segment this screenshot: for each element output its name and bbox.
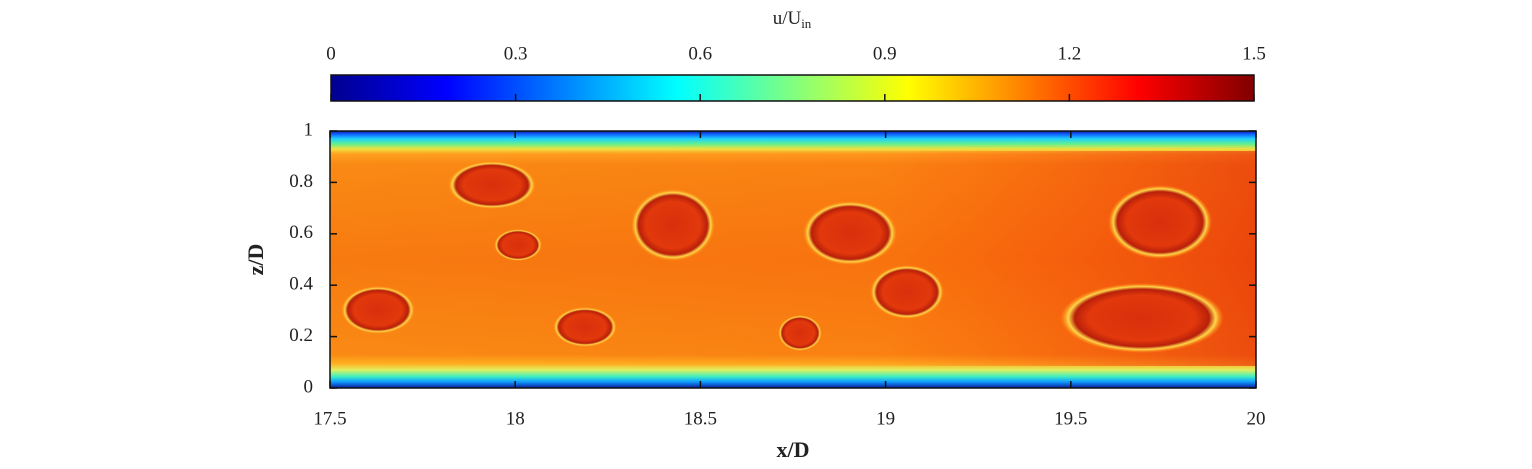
- bubble: [1108, 185, 1212, 259]
- x-tick-label: 18.5: [684, 408, 717, 429]
- bubble: [341, 286, 415, 334]
- bubble: [448, 161, 536, 209]
- bubbles: [341, 161, 1224, 353]
- bubble: [870, 265, 944, 319]
- y-tick-label: 0: [304, 376, 314, 397]
- y-tick-label: 0.8: [289, 171, 313, 192]
- colorbar-tick-label: 1.2: [1058, 43, 1082, 64]
- y-tick-label: 0.4: [289, 274, 313, 295]
- bubble: [494, 229, 542, 261]
- bubble: [631, 189, 715, 261]
- x-tick-label: 17.5: [313, 408, 346, 429]
- bubble: [778, 315, 822, 351]
- x-axis-label: x/D: [777, 437, 810, 462]
- y-tick-label: 0.6: [289, 222, 313, 243]
- y-axis-label: z/D: [243, 244, 268, 276]
- y-tick-label: 0.2: [289, 325, 313, 346]
- x-tick-label: 19.5: [1054, 408, 1087, 429]
- plot-frame: [329, 130, 1257, 389]
- colorbar-tick-label: 0.3: [504, 43, 528, 64]
- y-tick-label: 1: [304, 119, 314, 140]
- x-tick-label: 18: [506, 408, 525, 429]
- x-tick-label: 20: [1247, 408, 1266, 429]
- colorbar: [330, 74, 1255, 102]
- bubble: [553, 307, 617, 347]
- colorbar-tick-label: 1.5: [1242, 43, 1266, 64]
- bubble: [803, 201, 897, 265]
- bubble: [1060, 283, 1224, 353]
- colorbar-label-main: u/U: [773, 8, 802, 29]
- colorbar-label: u/Uin: [773, 8, 812, 31]
- x-tick-label: 19: [876, 408, 895, 429]
- colorbar-tick-label: 0: [326, 43, 336, 64]
- colorbar-tick-label: 0.9: [873, 43, 897, 64]
- colorbar-tick-label: 0.6: [688, 43, 712, 64]
- colorbar-label-subscript: in: [801, 16, 812, 31]
